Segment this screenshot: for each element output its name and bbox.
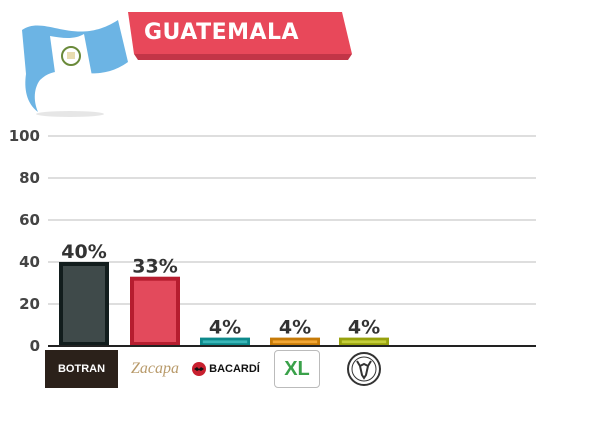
data-label: 4% [279,317,311,339]
bar-face [202,340,248,344]
bat-icon [192,362,207,376]
bacardi-logo-label: BACARDÍ [209,363,260,375]
bar-face [63,266,105,342]
bar [339,337,389,346]
bar [270,337,320,346]
xl-logo: XL [274,350,320,388]
botran-logo: BOTRAN [45,350,118,388]
bar [130,276,180,346]
y-tick-label: 20 [19,295,40,313]
bar-face [272,340,318,344]
page-title: GUATEMALA [144,20,300,45]
botran-logo-label: BOTRAN [57,363,106,375]
y-tick-label: 100 [9,127,40,145]
y-tick-label: 40 [19,253,40,271]
data-label: 33% [132,256,177,278]
guatemala-flag-icon [22,20,128,117]
title-banner [128,12,352,60]
bar [59,262,109,346]
xl-logo-label: XL [284,357,310,380]
data-label: 4% [209,317,241,339]
data-label: 4% [348,317,380,339]
data-label: 40% [61,241,106,263]
y-tick-label: 60 [19,211,40,229]
bar [200,337,250,346]
y-tick-label: 0 [30,337,40,355]
y-tick-label: 80 [19,169,40,187]
zacapa-logo: Zacapa [124,350,186,388]
bar-face [341,340,387,344]
stag-icon [344,350,384,388]
zacapa-logo-label: Zacapa [131,360,179,377]
bar-face [134,280,176,342]
bacardi-logo: BACARDÍ [192,350,260,388]
